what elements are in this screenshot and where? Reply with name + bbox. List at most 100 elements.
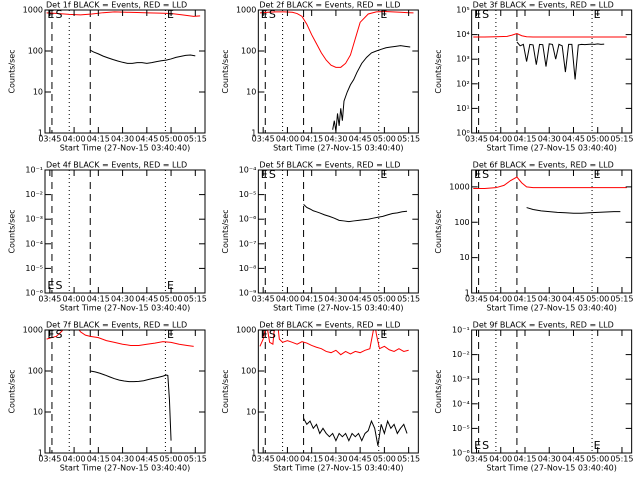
y-tick-label: 10⁻³ <box>452 375 470 384</box>
x-tick-label: 05:00 <box>586 295 609 304</box>
x-axis-label: Start Time (27-Nov-15 03:40:40) <box>60 304 190 313</box>
annotation: E <box>594 8 601 21</box>
x-tick-label: 04:30 <box>111 135 134 144</box>
x-tick-label: 05:00 <box>373 455 396 464</box>
annotation: S <box>269 8 276 21</box>
x-tick-label: 04:45 <box>562 135 585 144</box>
y-tick-label: 10¹ <box>456 104 469 113</box>
panel-title: Det 2f BLACK = Events, RED = LLD <box>259 1 400 10</box>
y-tick-label: 10⁻⁴ <box>239 166 257 175</box>
y-tick-label: 10² <box>456 79 469 88</box>
x-tick-label: 04:45 <box>562 295 585 304</box>
y-tick-label: 1000 <box>23 6 43 15</box>
y-axis-label: Counts/sec <box>434 209 443 253</box>
plot-frame <box>257 169 419 294</box>
series-line <box>46 330 194 347</box>
y-tick-label: 1 <box>38 129 43 138</box>
annotation: E <box>261 168 268 181</box>
annotation: E <box>167 328 174 341</box>
y-tick-label: 10 <box>33 88 43 97</box>
y-tick-label: 100 <box>241 47 256 56</box>
y-tick-label: 10⁻⁹ <box>239 289 257 298</box>
x-tick-label: 04:15 <box>513 135 536 144</box>
panel: Det 5f BLACK = Events, RED = LLD Start Ti… <box>221 161 420 313</box>
panel-title: Det 9f BLACK = Events, RED = LLD <box>473 321 614 330</box>
x-tick-label: 03:45 <box>465 295 488 304</box>
x-tick-label: 04:15 <box>513 295 536 304</box>
x-tick-label: 04:15 <box>87 455 110 464</box>
panel-title: Det 1f BLACK = Events, RED = LLD <box>46 1 187 10</box>
x-tick-label: 05:00 <box>586 135 609 144</box>
x-tick-label: 05:15 <box>610 455 633 464</box>
x-tick-label: 04:45 <box>349 455 372 464</box>
series-line <box>259 330 409 356</box>
annotation: S <box>269 168 276 181</box>
annotation: E <box>47 328 54 341</box>
annotation: E <box>474 439 481 452</box>
y-tick-label: 10⁴ <box>456 30 469 39</box>
x-tick-label: 03:45 <box>38 295 61 304</box>
y-tick-label: 10 <box>33 408 43 417</box>
x-tick-label: 04:00 <box>63 135 86 144</box>
series-line <box>46 11 201 17</box>
x-tick-label: 04:45 <box>349 135 372 144</box>
annotation: E <box>474 168 481 181</box>
y-axis-label: Counts/sec <box>434 369 443 413</box>
x-tick-label: 05:15 <box>184 295 207 304</box>
annotation: E <box>167 8 174 21</box>
x-tick-label: 04:00 <box>63 295 86 304</box>
x-tick-label: 05:00 <box>160 295 183 304</box>
y-tick-label: 10⁻⁶ <box>452 449 470 458</box>
y-tick-label: 10⁻² <box>25 190 43 199</box>
series-line <box>332 45 411 132</box>
x-axis-label: Start Time (27-Nov-15 03:40:40) <box>273 144 403 153</box>
y-axis-label: Counts/sec <box>8 49 17 93</box>
x-tick-label: 03:45 <box>38 135 61 144</box>
x-tick-label: 04:30 <box>324 295 347 304</box>
x-tick-label: 05:15 <box>397 295 420 304</box>
x-tick-label: 03:45 <box>465 135 488 144</box>
y-axis-label: Counts/sec <box>8 369 17 413</box>
annotation: E <box>167 279 174 292</box>
y-tick-label: 1000 <box>236 6 256 15</box>
x-tick-label: 04:15 <box>300 295 323 304</box>
x-tick-label: 04:30 <box>324 455 347 464</box>
annotation: S <box>269 328 276 341</box>
x-tick-label: 05:15 <box>610 295 633 304</box>
y-tick-label: 100 <box>28 47 43 56</box>
series-line <box>259 10 414 68</box>
x-tick-label: 05:00 <box>373 135 396 144</box>
panel-title: Det 6f BLACK = Events, RED = LLD <box>473 161 614 170</box>
y-tick-label: 10⁻⁶ <box>239 215 257 224</box>
plot-frame <box>44 169 206 294</box>
y-tick-label: 1 <box>251 449 256 458</box>
x-tick-label: 04:45 <box>135 135 158 144</box>
annotation: S <box>482 439 489 452</box>
x-tick-label: 03:45 <box>38 455 61 464</box>
x-tick-label: 03:45 <box>252 295 275 304</box>
plot-frame <box>257 9 419 134</box>
x-tick-label: 04:30 <box>324 135 347 144</box>
x-tick-label: 04:00 <box>276 455 299 464</box>
y-tick-label: 1000 <box>23 326 43 335</box>
panel: Det 3f BLACK = Events, RED = LLD Start Ti… <box>434 1 633 153</box>
x-tick-label: 05:15 <box>397 455 420 464</box>
y-tick-label: 1000 <box>449 182 469 191</box>
annotation: S <box>56 279 63 292</box>
x-tick-label: 04:15 <box>513 455 536 464</box>
x-tick-label: 05:00 <box>586 455 609 464</box>
y-axis-label: Counts/sec <box>434 49 443 93</box>
y-tick-label: 10⁻² <box>452 350 470 359</box>
panel: Det 6f BLACK = Events, RED = LLD Start Ti… <box>434 161 633 313</box>
annotation: S <box>56 328 63 341</box>
x-tick-label: 05:15 <box>184 455 207 464</box>
x-tick-label: 05:15 <box>397 135 420 144</box>
x-tick-label: 04:45 <box>349 295 372 304</box>
y-tick-label: 10⁻⁷ <box>239 239 257 248</box>
panel: Det 9f BLACK = Events, RED = LLD Start Ti… <box>434 321 633 473</box>
annotation: E <box>380 328 387 341</box>
y-tick-label: 10⁰ <box>456 129 469 138</box>
x-tick-label: 05:15 <box>184 135 207 144</box>
y-tick-label: 10 <box>459 253 469 262</box>
y-tick-label: 10⁻⁵ <box>25 264 43 273</box>
